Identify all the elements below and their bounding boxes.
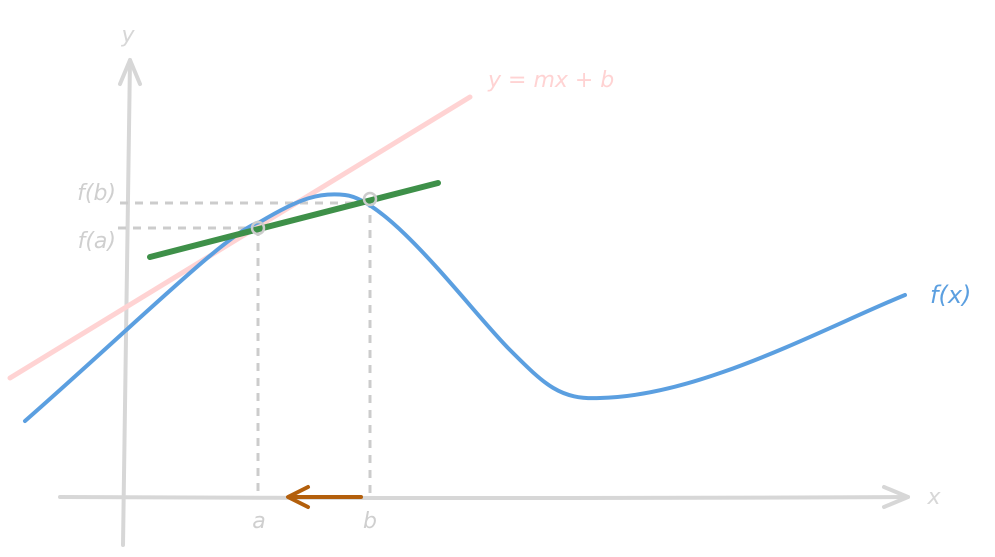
secant-line [147, 180, 441, 260]
label-a: a [252, 509, 265, 534]
line-equation-label: y = mx + b [487, 68, 614, 93]
x-axis-arrowhead [882, 485, 910, 509]
arrow-b-to-a [286, 485, 363, 509]
y-axis [121, 58, 132, 547]
label-f-of-a: f(a) [78, 229, 116, 254]
y-axis-label: y [120, 23, 135, 48]
x-axis-label: x [926, 485, 941, 510]
line-y-mx-b [7, 94, 473, 381]
label-b: b [363, 509, 377, 534]
curve-f-of-x [23, 192, 907, 423]
point-a-on-curve [250, 220, 266, 236]
curve-label: f(x) [930, 281, 971, 309]
guide-lines [118, 200, 372, 497]
point-b-on-curve [362, 191, 378, 207]
label-f-of-b: f(b) [77, 181, 116, 206]
axes [58, 58, 910, 547]
x-axis [58, 495, 910, 500]
y-axis-arrowhead [118, 58, 142, 86]
